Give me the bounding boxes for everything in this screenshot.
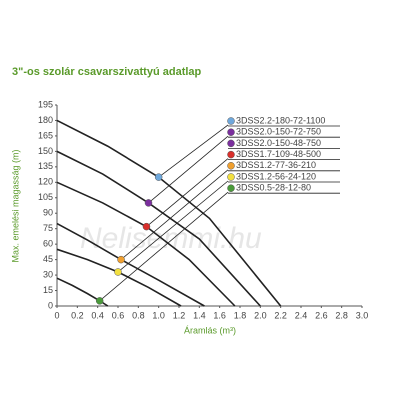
leader-line — [117, 180, 229, 273]
x-tick-label: 0 — [54, 310, 59, 320]
x-tick-label: 0.8 — [132, 310, 145, 320]
x-tick-label: 3.0 — [356, 310, 369, 320]
x-axis-label: Áramlás (m³) — [184, 325, 236, 335]
y-tick-label: 15 — [43, 285, 53, 295]
x-tick-label: 1.2 — [173, 310, 186, 320]
leader-line — [120, 169, 229, 260]
legend-swatch — [227, 117, 235, 125]
y-tick-label: 135 — [38, 161, 53, 171]
legend-label: 3DSS1.2-56-24-120 — [236, 171, 316, 181]
legend-swatch — [227, 128, 235, 136]
x-tick-label: 2.4 — [295, 310, 308, 320]
x-tick-label: 0.4 — [91, 310, 104, 320]
marker — [142, 222, 151, 231]
legend-swatch — [227, 173, 235, 181]
legend-label: 3DSS0.5-28-12-80 — [236, 183, 311, 193]
legend-swatch — [227, 150, 235, 159]
leader-line — [158, 124, 229, 178]
x-tick-label: 2.2 — [274, 310, 287, 320]
y-tick-label: 0 — [48, 300, 53, 310]
y-tick-label: 105 — [38, 192, 53, 202]
x-tick-label: 2.6 — [315, 310, 328, 320]
y-tick-label: 195 — [38, 99, 53, 109]
watermark: Nelisemmi.hu — [80, 222, 262, 255]
legend-label: 3DSS2.0-150-72-750 — [236, 127, 321, 137]
chart-title: 3"-os szolár csavarszivattyú adatlap — [12, 66, 202, 78]
legend-label: 3DSS1.2-77-36-210 — [236, 160, 316, 170]
legend-swatch — [227, 162, 235, 170]
legend-swatch — [227, 184, 235, 192]
y-tick-label: 90 — [43, 208, 53, 218]
y-tick-label: 75 — [43, 223, 53, 233]
leader-line — [146, 158, 229, 227]
marker — [144, 199, 153, 207]
x-tick-label: 2.0 — [254, 310, 267, 320]
legend-label: 3DSS1.7-109-48-500 — [236, 149, 321, 159]
y-tick-label: 120 — [38, 177, 53, 187]
y-tick-label: 180 — [38, 115, 53, 125]
x-tick-label: 0.2 — [71, 310, 84, 320]
marker — [114, 268, 122, 276]
y-tick-label: 150 — [38, 146, 53, 156]
x-tick-label: 1.0 — [152, 310, 165, 320]
leader-line — [148, 135, 229, 204]
leader-line — [99, 191, 229, 302]
marker — [154, 173, 163, 181]
legend-label: 3DSS2.2-180-72-1100 — [236, 115, 325, 125]
x-tick-label: 1.8 — [234, 310, 247, 320]
marker — [95, 297, 104, 305]
y-axis-label: Max. emelési magasság (m) — [10, 149, 20, 262]
marker — [117, 255, 125, 264]
x-tick-label: 1.6 — [213, 310, 226, 320]
x-tick-label: 1.4 — [193, 310, 206, 320]
y-tick-label: 30 — [43, 269, 53, 279]
legend-swatch — [227, 139, 235, 148]
legend-label: 3DSS2.0-150-48-750 — [236, 138, 321, 148]
x-tick-label: 0.6 — [112, 310, 125, 320]
y-tick-label: 45 — [43, 254, 53, 264]
y-tick-label: 60 — [43, 239, 53, 249]
x-tick-label: 2.8 — [335, 310, 348, 320]
y-tick-label: 165 — [38, 130, 53, 140]
